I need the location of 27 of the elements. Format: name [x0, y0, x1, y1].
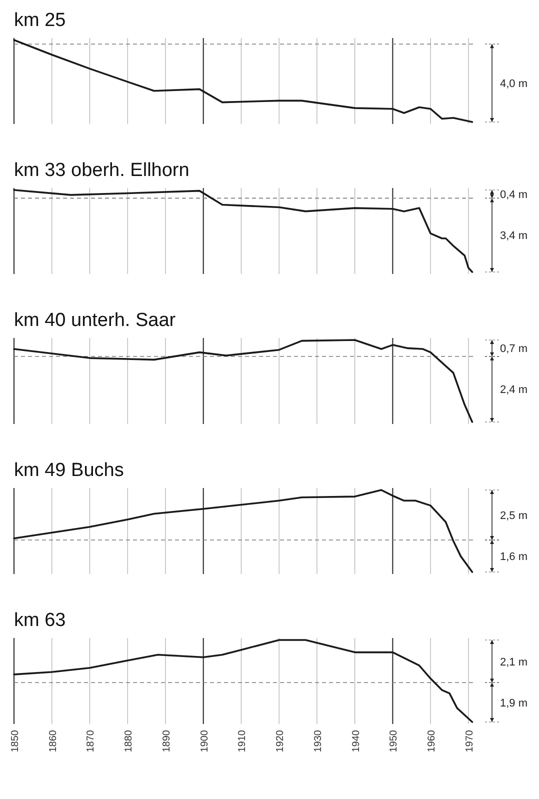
text: 0,7 m [500, 343, 528, 356]
x-tick-label: 1870 [86, 730, 97, 752]
chart-title: km 40 unterh. Saar [14, 310, 176, 331]
x-tick-label: 1930 [312, 730, 324, 752]
x-tick-label: 1950 [388, 730, 400, 752]
x-tick-label: 1960 [426, 730, 438, 752]
text: 2,4 m [500, 384, 528, 396]
chart-title: km 49 Buchs [14, 460, 124, 481]
chart-title: km 33 oberh. Ellhorn [14, 160, 190, 181]
x-tick-label: 1890 [161, 730, 172, 752]
x-tick-label: 1970 [464, 730, 476, 752]
x-tick-label: 1910 [237, 730, 248, 752]
chart-title: km 63 [14, 610, 66, 631]
text: 1,9 m [500, 697, 528, 710]
text: 0,4 m [500, 189, 528, 202]
x-tick-label: 1900 [199, 730, 210, 752]
x-tick-label: 1850 [10, 730, 21, 752]
text: 3,4 m [500, 230, 528, 242]
x-tick-label: 1860 [48, 730, 59, 752]
text: 4,0 m [500, 78, 528, 90]
text: 2,1 m [500, 656, 528, 668]
x-tick-label: 1920 [275, 730, 286, 752]
x-tick-label: 1880 [124, 730, 135, 752]
text: 1,6 m [500, 551, 528, 564]
x-tick-label: 1940 [350, 730, 362, 752]
chart-title: km 25 [14, 10, 66, 31]
text: 2,5 m [500, 510, 528, 522]
